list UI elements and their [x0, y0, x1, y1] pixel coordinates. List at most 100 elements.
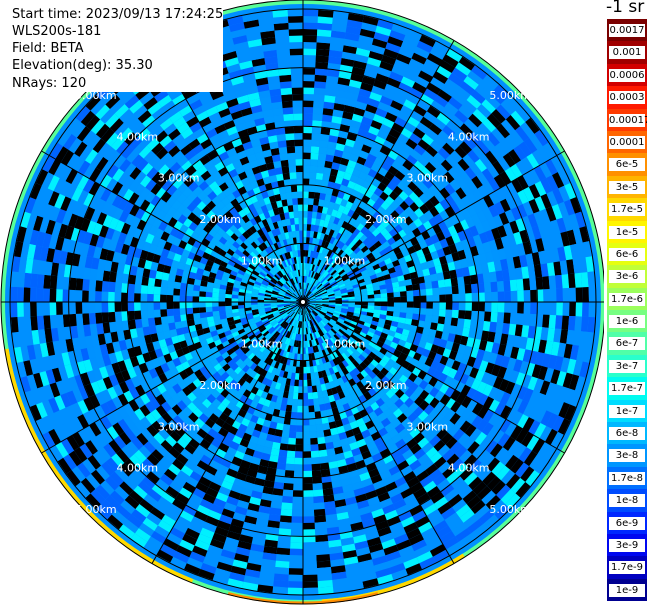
range-gate — [348, 345, 357, 353]
range-gate — [114, 103, 130, 119]
range-gate — [232, 312, 240, 317]
range-gate — [393, 59, 409, 71]
range-gate — [319, 456, 329, 464]
range-gate — [331, 571, 347, 580]
range-gate — [66, 153, 80, 169]
range-gate — [550, 341, 560, 357]
range-gate — [290, 55, 303, 62]
range-gate — [313, 398, 320, 406]
range-gate — [515, 126, 530, 142]
range-gate — [454, 381, 466, 393]
range-gate — [294, 333, 298, 341]
range-gate — [240, 459, 251, 469]
range-gate — [242, 432, 252, 442]
range-gate — [80, 243, 90, 257]
range-gate — [183, 176, 195, 188]
range-gate — [303, 61, 316, 69]
range-gate — [385, 550, 401, 562]
range-gate — [256, 417, 265, 426]
range-gate — [127, 367, 137, 379]
range-gate — [346, 248, 354, 257]
range-gate — [221, 437, 233, 447]
range-gate — [411, 52, 427, 65]
range-gate — [113, 154, 127, 169]
range-gate — [187, 382, 197, 392]
range-gate — [326, 69, 340, 78]
range-gate — [424, 393, 435, 405]
range-gate — [223, 502, 237, 513]
range-gate — [134, 171, 147, 184]
range-gate — [327, 374, 334, 383]
range-gate — [317, 371, 324, 379]
range-gate — [417, 182, 429, 194]
range-gate — [316, 232, 322, 240]
range-gate — [436, 478, 451, 492]
range-gate — [252, 338, 260, 346]
range-gate — [262, 347, 269, 355]
range-gate — [228, 324, 237, 330]
range-gate — [331, 344, 338, 352]
range-gate — [432, 117, 447, 131]
range-gate — [314, 224, 320, 233]
range-gate — [308, 305, 314, 310]
range-gate — [288, 159, 296, 167]
range-gate — [439, 238, 449, 249]
range-gate — [391, 569, 408, 581]
range-gate — [281, 100, 293, 109]
range-gate — [244, 79, 258, 89]
range-gate — [298, 321, 301, 328]
range-gate — [359, 266, 367, 273]
range-gate — [10, 302, 18, 318]
range-gate — [103, 332, 113, 344]
range-gate — [188, 138, 201, 150]
range-gate — [218, 412, 229, 422]
range-gate — [309, 277, 314, 285]
range-gate — [338, 315, 346, 321]
range-gate — [454, 352, 464, 363]
range-gate — [477, 406, 489, 419]
range-gate — [387, 181, 398, 191]
range-gate — [314, 324, 320, 331]
range-gate — [414, 46, 430, 59]
range-gate — [227, 259, 236, 267]
range-gate — [75, 278, 84, 291]
range-gate — [317, 267, 323, 274]
range-gate — [321, 308, 328, 312]
range-gate — [142, 241, 152, 252]
range-gate — [172, 210, 183, 221]
range-gate — [210, 250, 219, 258]
range-gate — [403, 522, 419, 534]
range-gate — [329, 329, 336, 336]
range-gate — [23, 227, 34, 244]
range-gate — [356, 380, 365, 390]
range-gate — [123, 113, 138, 128]
range-gate — [245, 367, 254, 376]
range-gate — [505, 114, 521, 131]
range-gate — [341, 151, 352, 160]
range-gate — [280, 363, 287, 372]
range-gate — [161, 514, 177, 528]
range-gate — [381, 240, 391, 249]
range-gate — [196, 383, 207, 394]
range-gate — [259, 326, 267, 333]
range-gate — [272, 338, 279, 346]
range-gate — [154, 316, 162, 326]
range-gate — [293, 483, 303, 491]
range-gate — [289, 251, 294, 259]
range-gate — [366, 252, 374, 260]
range-gate — [96, 212, 108, 226]
range-gate — [481, 168, 494, 182]
range-gate — [394, 116, 407, 128]
range-gate — [293, 126, 303, 134]
range-gate — [290, 299, 297, 302]
range-gate — [243, 239, 251, 247]
range-gate — [372, 375, 382, 385]
range-gate — [214, 526, 229, 537]
range-gate — [238, 288, 246, 293]
range-gate — [283, 297, 291, 300]
range-gate — [162, 423, 175, 436]
range-gate — [268, 223, 276, 231]
range-gate — [339, 336, 347, 344]
range-gate — [476, 485, 492, 501]
range-gate — [169, 266, 178, 275]
